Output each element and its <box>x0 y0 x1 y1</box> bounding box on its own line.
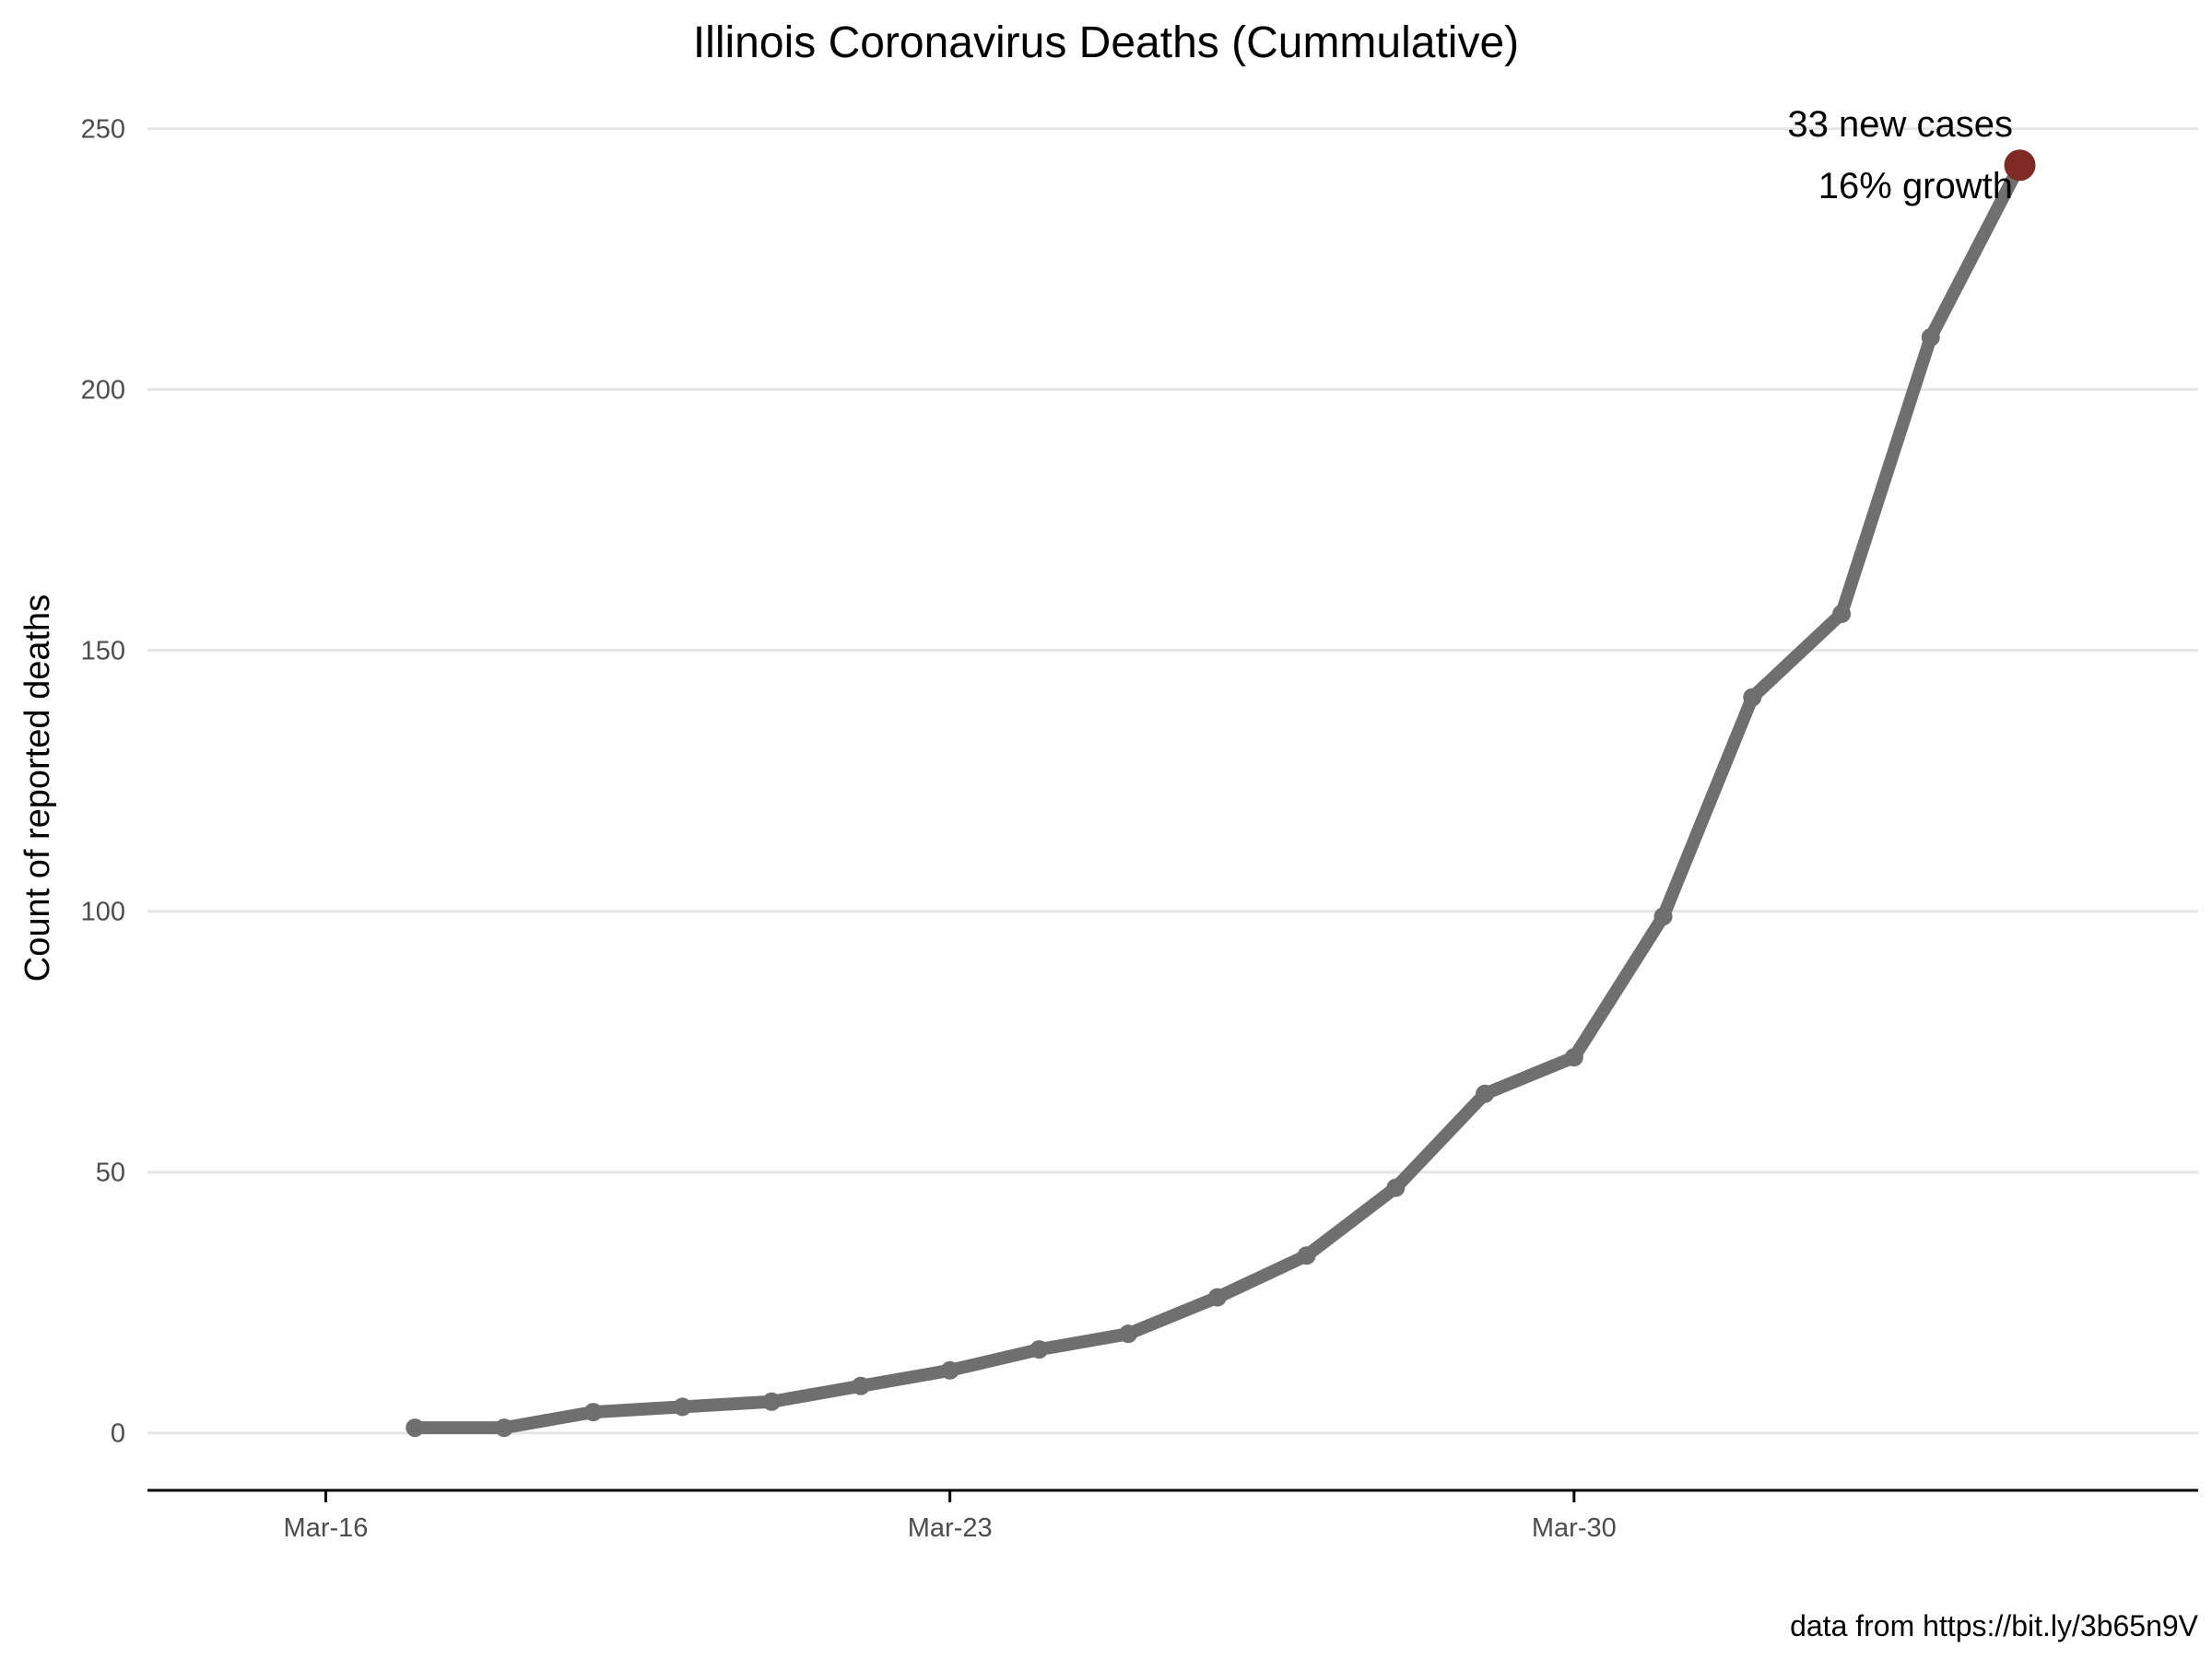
data-point <box>1832 605 1852 624</box>
gridlines <box>147 127 2198 1435</box>
annotation-new-cases: 33 new cases <box>1787 104 2013 145</box>
data-point <box>1921 328 1940 347</box>
data-points <box>406 149 2036 1438</box>
data-point <box>1297 1246 1316 1265</box>
data-source-caption: data from https://bit.ly/3b65n9V <box>1790 1609 2199 1642</box>
series-line <box>408 159 2027 1435</box>
y-tick-label: 0 <box>111 1419 125 1449</box>
y-tick-label: 100 <box>81 898 125 927</box>
y-tick-label: 250 <box>81 115 125 145</box>
x-tick-label: Mar-23 <box>908 1513 993 1543</box>
data-point <box>940 1360 959 1380</box>
x-tick-label: Mar-30 <box>1532 1513 1617 1543</box>
chart-title: Illinois Coronavirus Deaths (Cummulative… <box>693 18 1519 67</box>
data-point <box>1564 1048 1583 1067</box>
data-point <box>406 1418 425 1438</box>
annotation-growth: 16% growth <box>1818 166 2013 206</box>
y-tick-label: 150 <box>81 637 125 666</box>
data-point <box>1207 1288 1227 1307</box>
data-point <box>1119 1324 1138 1344</box>
data-point <box>494 1418 513 1438</box>
data-point <box>1030 1340 1049 1359</box>
data-point <box>583 1403 603 1422</box>
data-point <box>1743 688 1762 707</box>
data-point <box>851 1376 870 1395</box>
y-tick-label: 200 <box>81 376 125 406</box>
latest-data-point <box>2004 149 2036 182</box>
data-point <box>762 1392 782 1411</box>
y-axis-label: Count of reported deaths <box>18 594 57 982</box>
x-axis-ticks: Mar-16 Mar-23 Mar-30 <box>284 1490 1617 1543</box>
data-point <box>1653 907 1673 926</box>
x-tick-label: Mar-16 <box>284 1513 369 1543</box>
data-point <box>1476 1084 1495 1103</box>
data-point <box>673 1397 692 1417</box>
y-tick-label: 50 <box>96 1159 125 1188</box>
data-point <box>1386 1178 1406 1197</box>
y-axis-ticks: 0 50 100 150 200 250 <box>81 115 125 1449</box>
